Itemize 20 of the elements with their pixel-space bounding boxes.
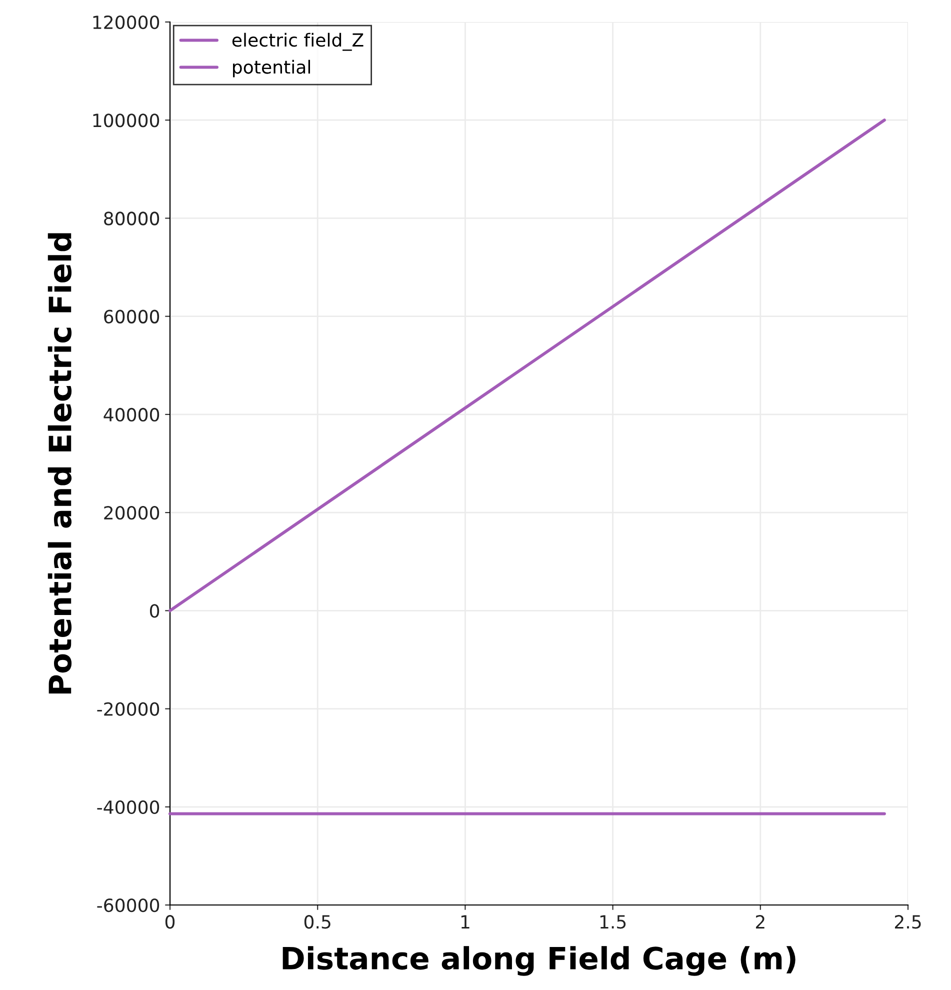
y-tick-label: 40000: [104, 408, 160, 422]
x-tick-label: 1: [461, 915, 470, 928]
x-tick-label: 2.5: [894, 915, 921, 929]
legend-label: potential: [233, 60, 310, 78]
y-tick-label: 60000: [104, 310, 160, 324]
y-tick-label: -20000: [97, 702, 160, 716]
legend-label: electric field_Z: [232, 32, 364, 51]
x-tick-label: 1.5: [600, 915, 626, 929]
y-tick-label: 100000: [93, 114, 160, 128]
y-tick-label: 0: [150, 604, 160, 618]
x-tick-label: 0.5: [304, 915, 330, 929]
y-tick-label: -60000: [97, 898, 160, 912]
x-tick-label: 2: [756, 915, 764, 928]
y-tick-label: -40000: [97, 800, 160, 814]
y-tick-label: 120000: [93, 15, 160, 30]
x-tick-label: 0: [165, 915, 175, 929]
y-axis-title: Potential and Electric Field: [48, 233, 72, 694]
y-tick-label: 20000: [104, 506, 160, 520]
x-axis-title: Distance along Field Cage (m): [282, 946, 796, 976]
y-tick-label: 80000: [104, 212, 160, 226]
